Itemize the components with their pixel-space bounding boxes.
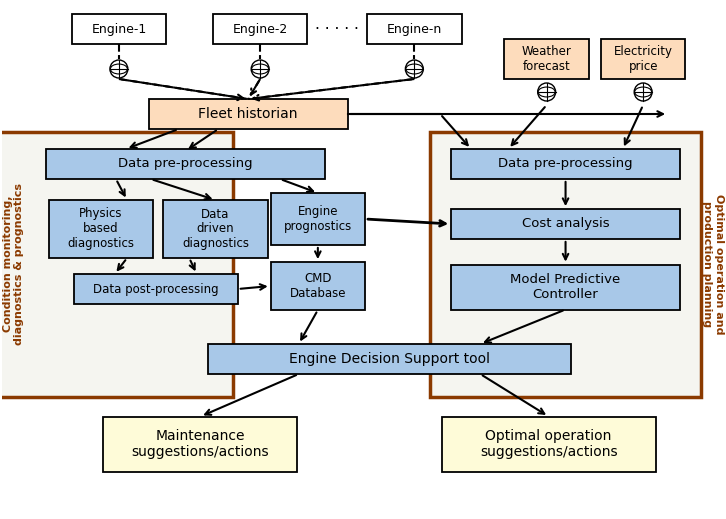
- Bar: [505, 39, 589, 79]
- Text: Physics
based
diagnostics: Physics based diagnostics: [68, 208, 134, 251]
- Text: Engine-n: Engine-n: [387, 22, 442, 35]
- Text: Optimal operation and
production planning: Optimal operation and production plannin…: [702, 194, 724, 334]
- Circle shape: [405, 60, 423, 78]
- Bar: [431, 131, 701, 397]
- Text: Engine-1: Engine-1: [91, 22, 147, 35]
- Text: Model Predictive
Controller: Model Predictive Controller: [510, 273, 621, 301]
- Text: Cost analysis: Cost analysis: [522, 217, 609, 230]
- Circle shape: [538, 83, 555, 101]
- Bar: [163, 200, 268, 258]
- Text: Condition monitoring,
diagnostics & prognostics: Condition monitoring, diagnostics & prog…: [3, 183, 24, 345]
- Bar: [271, 193, 365, 245]
- Bar: [0, 131, 233, 397]
- Text: Engine
prognostics: Engine prognostics: [284, 205, 352, 233]
- Text: Engine-2: Engine-2: [232, 22, 287, 35]
- Text: Data pre-processing: Data pre-processing: [498, 157, 633, 171]
- Text: Weather
forecast: Weather forecast: [522, 45, 571, 73]
- Bar: [451, 265, 680, 309]
- Text: Data
driven
diagnostics: Data driven diagnostics: [182, 208, 249, 251]
- Text: Data pre-processing: Data pre-processing: [118, 157, 253, 171]
- Bar: [601, 39, 685, 79]
- Text: Electricity
price: Electricity price: [613, 45, 673, 73]
- Bar: [451, 149, 680, 179]
- Circle shape: [635, 83, 652, 101]
- Bar: [73, 274, 238, 304]
- Bar: [213, 14, 307, 44]
- Circle shape: [251, 60, 269, 78]
- Bar: [104, 417, 298, 471]
- Bar: [149, 99, 348, 129]
- Text: CMD
Database: CMD Database: [290, 272, 346, 300]
- Bar: [441, 417, 656, 471]
- Bar: [451, 209, 680, 239]
- Bar: [49, 200, 153, 258]
- Text: Optimal operation
suggestions/actions: Optimal operation suggestions/actions: [480, 429, 617, 459]
- Bar: [72, 14, 166, 44]
- Circle shape: [110, 60, 128, 78]
- Text: Fleet historian: Fleet historian: [198, 107, 298, 121]
- Bar: [46, 149, 325, 179]
- Bar: [271, 262, 365, 310]
- Text: Data post-processing: Data post-processing: [93, 282, 219, 295]
- Bar: [367, 14, 462, 44]
- Text: Maintenance
suggestions/actions: Maintenance suggestions/actions: [131, 429, 269, 459]
- Bar: [208, 344, 571, 374]
- Text: Engine Decision Support tool: Engine Decision Support tool: [289, 352, 490, 366]
- Text: · · · · ·: · · · · ·: [315, 21, 359, 36]
